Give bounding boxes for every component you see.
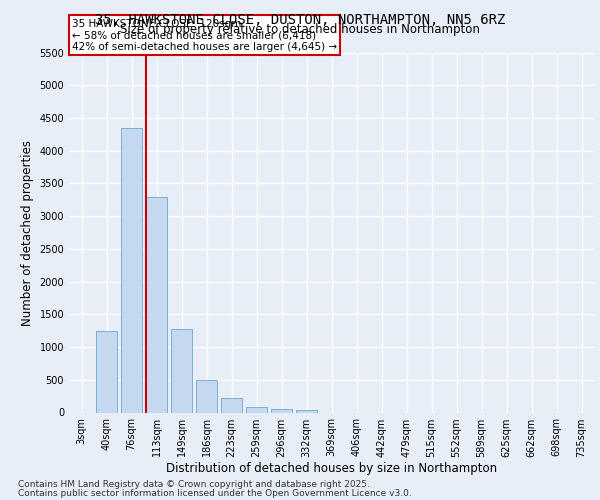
Text: Contains HM Land Registry data © Crown copyright and database right 2025.: Contains HM Land Registry data © Crown c… (18, 480, 370, 489)
Bar (96, 330, 117, 412)
Text: Contains public sector information licensed under the Open Government Licence v3: Contains public sector information licen… (18, 488, 412, 498)
Text: 35 HAWKSTONE CLOSE: 120sqm
← 58% of detached houses are smaller (6,418)
42% of s: 35 HAWKSTONE CLOSE: 120sqm ← 58% of deta… (71, 18, 337, 52)
Bar (271, 409, 292, 412)
Bar (296, 410, 317, 412)
X-axis label: Distribution of detached houses by size in Northampton: Distribution of detached houses by size … (166, 462, 497, 475)
Bar (146, 196, 167, 412)
Text: 35, HAWKSTONE CLOSE, DUSTON, NORTHAMPTON, NN5 6RZ: 35, HAWKSTONE CLOSE, DUSTON, NORTHAMPTON… (95, 12, 505, 26)
Bar (221, 398, 242, 412)
Bar (121, 128, 142, 412)
Text: Size of property relative to detached houses in Northampton: Size of property relative to detached ho… (120, 22, 480, 36)
Bar (246, 406, 267, 412)
Bar (171, 328, 192, 412)
Y-axis label: Number of detached properties: Number of detached properties (21, 140, 34, 326)
Bar (196, 380, 217, 412)
